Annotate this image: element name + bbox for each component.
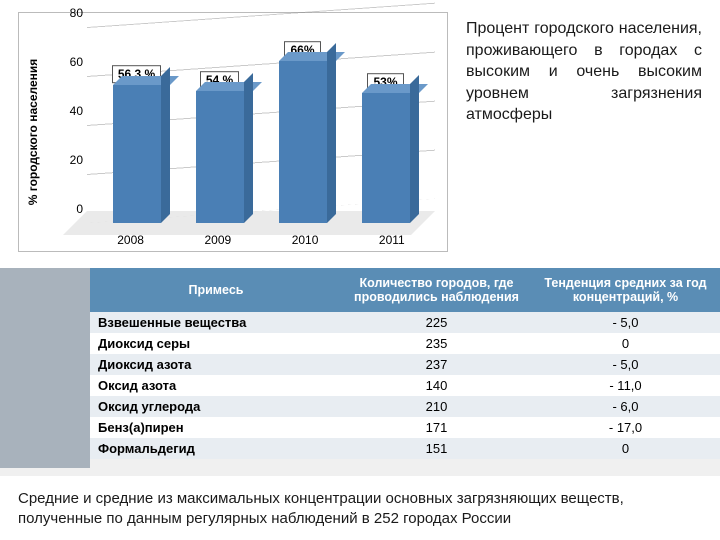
y-tick-label: 20 (70, 153, 83, 167)
cell-trend: - 5,0 (531, 354, 720, 375)
cell-count: 237 (342, 354, 531, 375)
table-row: Оксид азота140- 11,0 (90, 375, 720, 396)
table-row: Бенз(а)пирен171- 17,0 (90, 417, 720, 438)
pollutants-table: Примесь Количество городов, где проводил… (90, 268, 720, 459)
bar: 54 % (191, 91, 249, 223)
cell-name: Диоксид азота (90, 354, 342, 375)
cell-trend: - 17,0 (531, 417, 720, 438)
table-section: Примесь Количество городов, где проводил… (0, 268, 720, 468)
bar: 56.3 % (108, 85, 166, 223)
y-ticks: 020406080 (63, 27, 87, 223)
table-row: Диоксид азота237- 5,0 (90, 354, 720, 375)
cell-trend: 0 (531, 438, 720, 459)
chart-description: Процент городского населения, проживающе… (466, 12, 702, 260)
bar-front-face (113, 85, 161, 223)
cell-name: Взвешенные вещества (90, 312, 342, 333)
cell-trend: - 11,0 (531, 375, 720, 396)
table-row: Оксид углерода210- 6,0 (90, 396, 720, 417)
caption-text: Средние и средние из максимальных концен… (18, 483, 702, 528)
table-row: Диоксид серы2350 (90, 333, 720, 354)
top-section: % городского населения 020406080 56.3 %5… (0, 0, 720, 268)
y-tick-label: 40 (70, 104, 83, 118)
table-body: Взвешенные вещества225- 5,0Диоксид серы2… (90, 312, 720, 459)
bar-front-face (279, 61, 327, 223)
cell-name: Оксид углерода (90, 396, 342, 417)
cell-count: 151 (342, 438, 531, 459)
table-col-primes: Примесь (90, 268, 342, 312)
cell-count: 171 (342, 417, 531, 438)
cell-trend: - 5,0 (531, 312, 720, 333)
table-col-trend: Тенденция средних за год концентраций, % (531, 268, 720, 312)
bar-chart: % городского населения 020406080 56.3 %5… (18, 12, 448, 252)
x-tick-label: 2010 (292, 233, 319, 247)
bar-side-face (410, 75, 419, 223)
cell-name: Оксид азота (90, 375, 342, 396)
x-tick-label: 2011 (379, 233, 405, 247)
table-row: Формальдегид1510 (90, 438, 720, 459)
bar-front-face (362, 93, 410, 223)
chart-bars: 56.3 % 54 % 66% 53% (87, 27, 435, 223)
bar-side-face (161, 67, 170, 223)
bar-side-face (244, 73, 253, 223)
y-axis-title: % городского населения (26, 52, 40, 212)
cell-name: Бенз(а)пирен (90, 417, 342, 438)
cell-trend: - 6,0 (531, 396, 720, 417)
y-tick-label: 0 (76, 202, 83, 216)
x-tick-label: 2008 (117, 233, 144, 247)
left-decorative-band (0, 268, 90, 468)
table-header-row: Примесь Количество городов, где проводил… (90, 268, 720, 312)
bar: 53% (357, 93, 415, 223)
x-ticks: 2008 2009 2010 2011 (87, 233, 435, 247)
y-tick-label: 80 (70, 6, 83, 20)
table-col-count: Количество городов, где проводились набл… (342, 268, 531, 312)
cell-count: 235 (342, 333, 531, 354)
chart-body: 56.3 % 54 % 66% 53% (87, 27, 435, 223)
cell-count: 140 (342, 375, 531, 396)
bar: 66% (274, 61, 332, 223)
cell-name: Диоксид серы (90, 333, 342, 354)
bar-front-face (196, 91, 244, 223)
cell-name: Формальдегид (90, 438, 342, 459)
table-row: Взвешенные вещества225- 5,0 (90, 312, 720, 333)
cell-count: 225 (342, 312, 531, 333)
bar-side-face (327, 43, 336, 223)
cell-trend: 0 (531, 333, 720, 354)
y-tick-label: 60 (70, 55, 83, 69)
cell-count: 210 (342, 396, 531, 417)
table-wrap: Примесь Количество городов, где проводил… (90, 268, 720, 459)
x-tick-label: 2009 (204, 233, 231, 247)
